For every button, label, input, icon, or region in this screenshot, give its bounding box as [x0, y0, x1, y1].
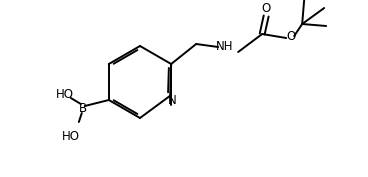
Text: O: O: [262, 2, 271, 16]
Text: HO: HO: [62, 130, 80, 144]
Text: NH: NH: [215, 39, 233, 53]
Text: HO: HO: [56, 87, 74, 101]
Text: N: N: [168, 93, 177, 107]
Text: B: B: [79, 101, 87, 115]
Text: O: O: [287, 30, 296, 42]
